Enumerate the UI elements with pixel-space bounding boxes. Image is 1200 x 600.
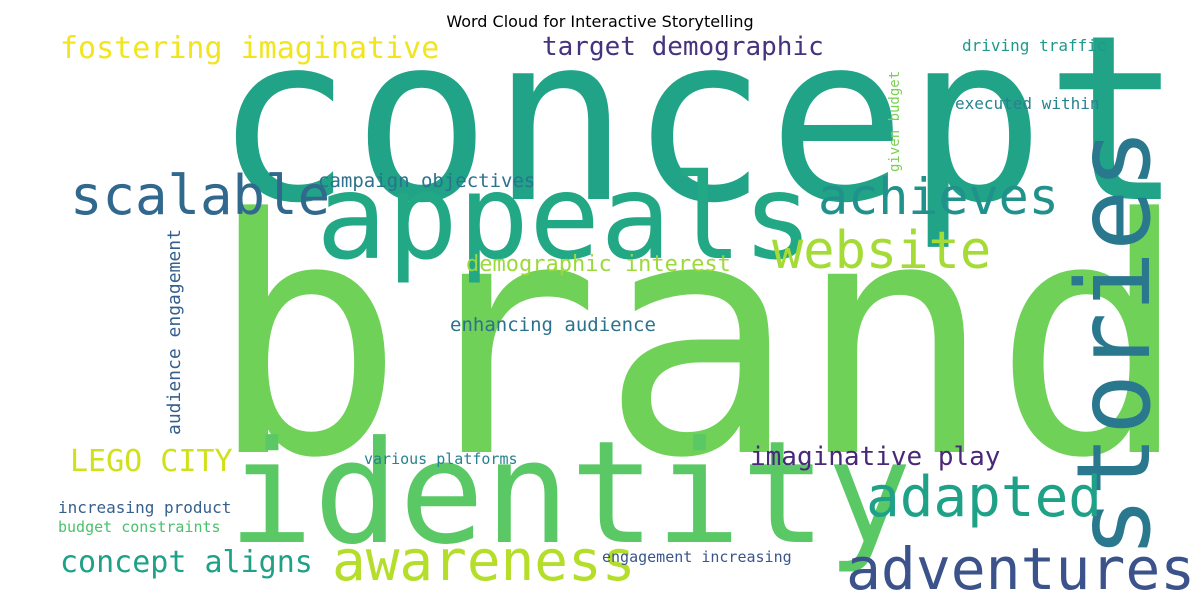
word-campaign-objectives: campaign objectives — [318, 170, 536, 192]
word-audience-engagement: audience engagement — [164, 229, 185, 435]
chart-title: Word Cloud for Interactive Storytelling — [446, 12, 754, 31]
word-enhancing-audience: enhancing audience — [450, 314, 656, 336]
word-awareness: awareness — [332, 529, 636, 594]
word-brand: brand — [208, 149, 1190, 529]
word-scalable: scalable — [70, 164, 331, 227]
word-appeals: appeals — [316, 148, 814, 286]
word-lego-city: LEGO CITY — [70, 444, 233, 479]
word-budget-constraints: budget constraints — [58, 518, 221, 536]
word-target-demographic: target demographic — [542, 32, 824, 62]
word-engagement-increasing: engagement increasing — [602, 548, 792, 566]
word-website: website — [772, 221, 992, 281]
word-adventures: adventures — [846, 535, 1196, 600]
word-demographic-interest: demographic interest — [466, 252, 731, 277]
word-driving-traffic: driving traffic — [962, 36, 1107, 55]
word-fostering-imaginative: fostering imaginative — [60, 31, 440, 66]
word-given-budget: given budget — [887, 70, 903, 172]
word-imaginative-play: imaginative play — [750, 442, 1001, 472]
word-identity: identity — [228, 411, 912, 576]
word-concept: concept — [214, 0, 1184, 254]
word-adapted: adapted — [866, 465, 1103, 530]
word-increasing-product: increasing product — [58, 498, 232, 517]
word-achieves: achieves — [818, 168, 1059, 226]
word-concept-aligns: concept aligns — [60, 545, 313, 580]
word-various-platforms: various platforms — [364, 450, 518, 468]
word-executed-within: executed within — [955, 94, 1100, 113]
